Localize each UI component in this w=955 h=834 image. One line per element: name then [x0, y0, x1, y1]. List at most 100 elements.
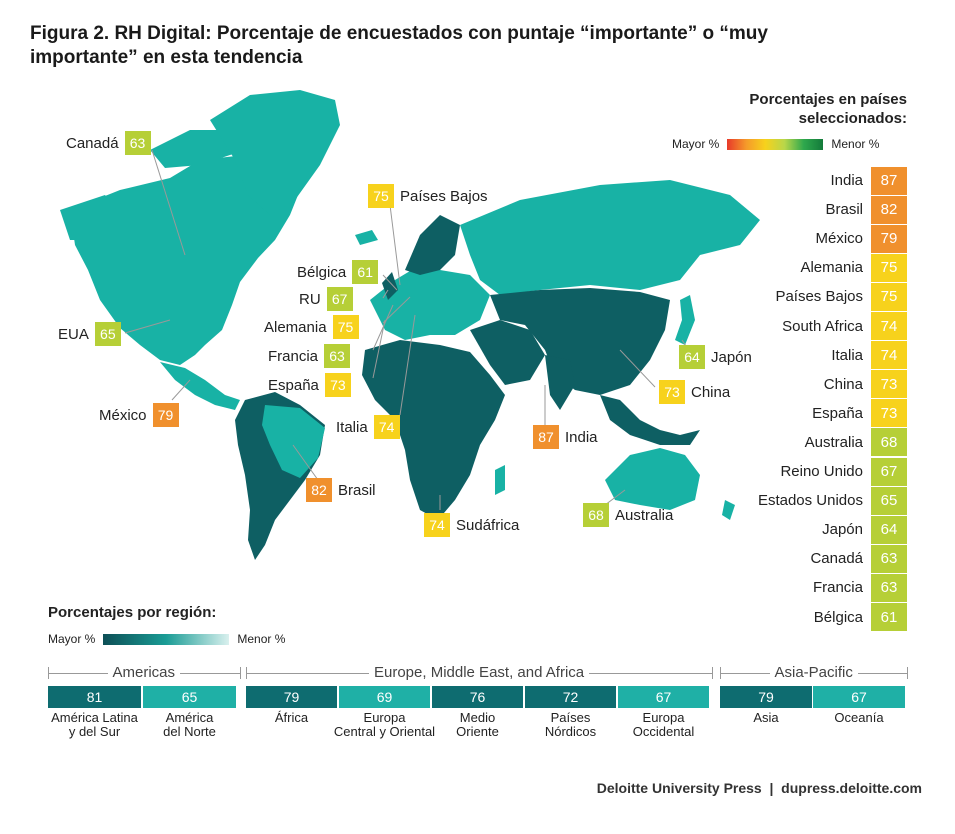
map-southeast-asia — [600, 395, 700, 445]
leader-china — [619, 349, 656, 388]
leader-belgica — [382, 274, 398, 291]
chart-title: Figura 2. RH Digital: Porcentaje de encu… — [30, 23, 768, 68]
rank-country-name: Australia — [804, 433, 863, 451]
callout-italia: Italia 74 — [336, 415, 400, 439]
leader-canada — [151, 149, 186, 256]
map-north-america — [70, 155, 300, 365]
callout-label: Francia — [268, 347, 319, 365]
region-value-cell: 79 — [246, 686, 337, 708]
region-value-cell: 69 — [339, 686, 430, 708]
rank-country-name: Países Bajos — [775, 288, 863, 306]
leader-alemania — [382, 296, 411, 324]
rank-row: Francia 63 — [700, 573, 907, 602]
callout-label: Brasil — [338, 481, 376, 499]
region-name: Países Nórdicos — [544, 710, 597, 739]
callout-canada: Canadá 63 — [66, 131, 151, 155]
rank-row: Japón 64 — [700, 515, 907, 544]
region-group-label: Europe, Middle East, and Africa — [369, 664, 590, 681]
region-value-cell: 67 — [813, 686, 905, 708]
rank-row: Países Bajos 75 — [700, 282, 907, 311]
region-group-label: Asia-Pacific — [769, 664, 858, 681]
callout-value: 63 — [124, 131, 151, 155]
callout-australia: 68 Australia — [583, 503, 673, 527]
callout-value: 74 — [373, 415, 400, 439]
rank-value: 75 — [871, 282, 907, 311]
region-name: América del Norte — [163, 710, 216, 739]
rank-country-name: Japón — [822, 521, 863, 539]
rank-value: 82 — [871, 195, 907, 224]
gradient-low-label: Menor % — [831, 137, 880, 151]
rank-value: 74 — [871, 312, 907, 340]
region-name: África — [274, 710, 309, 725]
callout-value: 87 — [533, 425, 559, 449]
leader-mexico — [171, 379, 191, 401]
region-name: Europa Central y Oriental — [333, 710, 436, 739]
region-gradient-legend: Mayor % Menor % — [48, 632, 285, 646]
rank-country-name: China — [823, 375, 863, 393]
callout-sudafrica: 74 Sudáfrica — [424, 513, 519, 537]
rank-country-name: Bélgica — [813, 608, 863, 626]
map-new-zealand — [722, 500, 735, 520]
region-value-cell: 65 — [143, 686, 236, 708]
region-group-tick — [246, 667, 247, 679]
gradient-high-label: Mayor % — [672, 137, 720, 151]
rank-value: 73 — [871, 370, 907, 399]
rank-value: 61 — [871, 603, 907, 631]
callout-label: Bélgica — [297, 263, 347, 281]
callout-espana: España 73 — [268, 373, 351, 397]
callout-value: 64 — [679, 345, 705, 369]
rank-country-name: España — [812, 404, 863, 422]
callout-paises-bajos: 75 Países Bajos — [368, 184, 488, 208]
callout-value: 68 — [583, 503, 609, 527]
rank-country-name: South Africa — [782, 317, 863, 335]
rank-value: 67 — [871, 457, 907, 486]
map-russia — [460, 180, 760, 295]
rank-row: Brasil 82 — [700, 195, 907, 224]
rank-row: Italia 74 — [700, 341, 907, 370]
rank-row: India 87 — [700, 166, 907, 195]
country-gradient-legend: Mayor % Menor % — [672, 137, 879, 151]
map-arctic-islands — [150, 130, 245, 168]
rank-row: Canadá 63 — [700, 544, 907, 573]
rank-value: 73 — [871, 399, 907, 428]
rank-row: Alemania 75 — [700, 253, 907, 282]
region-name: América Latina y del Sur — [51, 710, 138, 739]
region-group-tick — [712, 667, 713, 679]
rank-row: España 73 — [700, 399, 907, 428]
callout-label: Australia — [615, 506, 674, 524]
region-name: Asia — [753, 710, 779, 725]
region-name: Medio Oriente — [456, 710, 499, 739]
callout-label: RU — [299, 290, 321, 308]
leader-ru — [382, 289, 389, 299]
callout-value: 63 — [324, 344, 351, 368]
callout-label: México — [99, 406, 147, 424]
region-gradient-low-label: Menor % — [237, 632, 286, 646]
callout-label: Italia — [336, 418, 368, 436]
map-iceland — [355, 230, 378, 245]
map-scandinavia — [405, 215, 460, 275]
region-group-tick — [240, 667, 241, 679]
footer-credit: Deloitte University Press | dupress.delo… — [596, 780, 922, 796]
callout-label: Países Bajos — [400, 187, 488, 205]
gradient-bar — [727, 138, 824, 150]
region-group-tick — [48, 667, 49, 679]
rank-row: Australia 68 — [700, 428, 907, 457]
country-legend-title: Porcentajes en países seleccionados: — [749, 91, 907, 127]
callout-value: 73 — [324, 373, 351, 397]
rank-row: South Africa 74 — [700, 312, 907, 341]
rank-value: 64 — [871, 515, 907, 544]
region-value-cell: 79 — [720, 686, 812, 708]
leader-paises-bajos — [389, 204, 401, 286]
rank-country-name: Canadá — [810, 550, 863, 568]
map-middle-east — [470, 320, 545, 385]
callout-value: 75 — [368, 184, 394, 208]
region-group-tick — [720, 667, 721, 679]
region-value-cell: 72 — [525, 686, 616, 708]
leader-brasil — [292, 444, 319, 481]
rank-value: 79 — [871, 224, 907, 253]
callout-india: 87 India — [533, 425, 598, 449]
rank-country-name: Francia — [812, 579, 863, 597]
map-madagascar — [495, 465, 505, 495]
callout-china: 73 China — [659, 380, 730, 404]
region-value-cell: 76 — [432, 686, 523, 708]
